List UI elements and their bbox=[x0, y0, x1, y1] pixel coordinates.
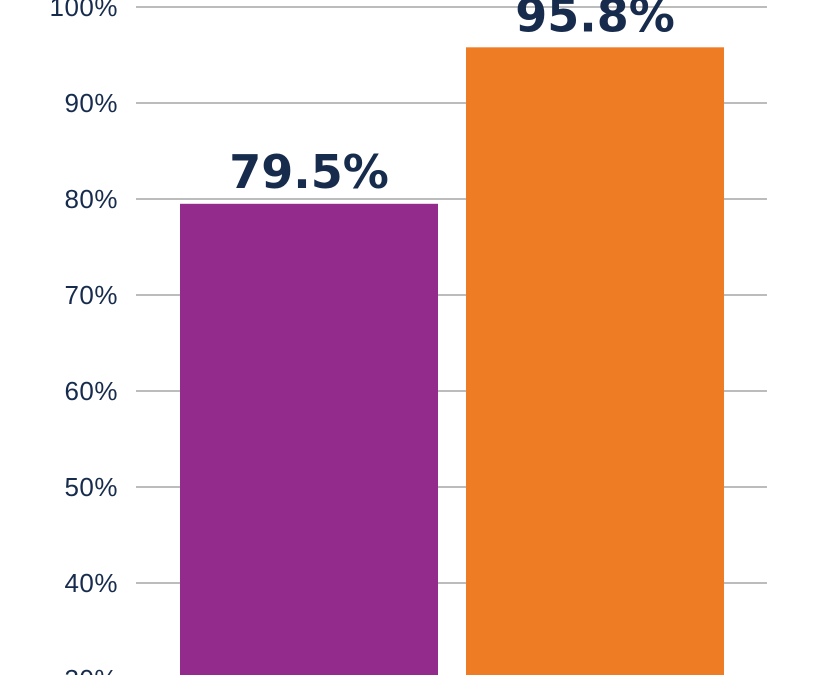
y-tick-label: 40% bbox=[64, 568, 118, 598]
y-tick-label: 30% bbox=[64, 664, 118, 675]
y-tick-label: 90% bbox=[64, 88, 118, 118]
y-tick-label: 70% bbox=[64, 280, 118, 310]
y-tick-label: 60% bbox=[64, 376, 118, 406]
bar bbox=[466, 47, 724, 675]
bar bbox=[180, 203, 438, 675]
y-tick-label: 50% bbox=[64, 472, 118, 502]
y-tick-label: 80% bbox=[64, 184, 118, 214]
bar-value-label: 95.8% bbox=[515, 0, 675, 42]
bars bbox=[180, 47, 724, 675]
y-tick-label: 100% bbox=[50, 0, 119, 22]
y-axis-tick-labels: 30% 40% 50% 60% 70% 80% 90% 100% bbox=[50, 0, 119, 675]
data-labels: 79.5% 95.8% bbox=[229, 0, 675, 199]
bar-value-label: 79.5% bbox=[229, 145, 389, 199]
